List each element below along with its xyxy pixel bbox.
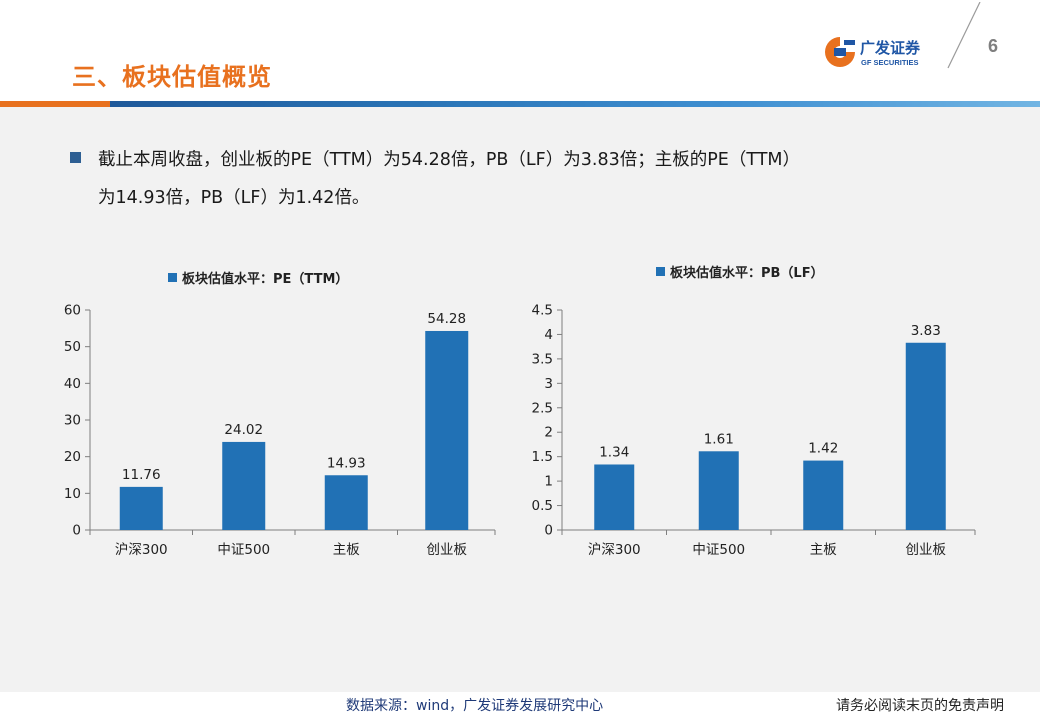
bar-value-label: 11.76 — [122, 467, 161, 483]
pb-legend-label: 板块估值水平：PB（LF） — [670, 266, 824, 281]
bar-3 — [905, 342, 946, 530]
bar-value-label: 14.93 — [327, 455, 366, 471]
logo-arc-orange-icon — [825, 37, 855, 67]
bar-0 — [594, 464, 635, 530]
x-category-label: 中证500 — [692, 542, 745, 558]
x-category-label: 主板 — [810, 542, 838, 558]
y-tick-label: 2 — [544, 425, 553, 441]
page-header: 三、板块估值概览 广发证券 GF SECURITIES 6 — [0, 0, 1040, 100]
y-tick-label: 50 — [64, 339, 81, 355]
disclaimer-note: 请务必阅读末页的免责声明 — [836, 698, 1004, 714]
pb-legend-swatch — [656, 267, 665, 276]
x-category-label: 中证500 — [217, 542, 270, 558]
bar-1 — [222, 441, 266, 530]
logo-center-icon — [834, 48, 846, 56]
y-tick-label: 30 — [64, 413, 81, 429]
header-divider-slash — [947, 2, 981, 69]
x-category-label: 创业板 — [906, 542, 947, 558]
y-tick-label: 60 — [64, 303, 81, 319]
bar-3 — [425, 330, 469, 530]
x-category-label: 创业板 — [427, 542, 468, 558]
data-source-note: 数据来源：wind，广发证券发展研究中心 — [346, 698, 604, 714]
y-tick-label: 40 — [64, 376, 81, 392]
logo-en-text: GF SECURITIES — [861, 58, 919, 67]
bar-2 — [324, 475, 368, 530]
summary-line-1: 截止本周收盘，创业板的PE（TTM）为54.28倍，PB（LF）为3.83倍；主… — [98, 150, 800, 170]
y-tick-label: 1.5 — [532, 449, 553, 465]
bullet-square-icon — [70, 152, 81, 163]
y-tick-label: 0 — [544, 523, 553, 539]
pe-legend-label: 板块估值水平：PE（TTM） — [182, 272, 349, 287]
y-tick-label: 4.5 — [532, 303, 553, 319]
x-category-label: 沪深300 — [115, 542, 168, 558]
bar-value-label: 1.61 — [704, 431, 734, 447]
bar-value-label: 3.83 — [911, 323, 941, 339]
y-tick-label: 0.5 — [532, 498, 553, 514]
header-rule-orange — [0, 101, 110, 107]
bar-value-label: 1.34 — [599, 444, 629, 460]
logo-bar-icon — [844, 40, 855, 45]
bar-value-label: 24.02 — [224, 422, 263, 438]
page-number: 6 — [988, 36, 999, 56]
pe-ttm-bar-chart: 0 10 20 30 40 50 60 11.76 沪深300 24.02 中证500 14.93 主板… — [64, 303, 496, 558]
pb-lf-bar-chart: 0 0.5 1 1.5 2 2.5 3 3.5 4 4.5 1.34 沪深300 1.61 中证500 1.… — [532, 303, 976, 558]
header-rule-blue — [0, 101, 1040, 107]
x-category-label: 主板 — [333, 542, 360, 558]
logo-brand-text: 广发证券 — [860, 39, 921, 57]
y-tick-label: 3 — [544, 376, 553, 392]
y-tick-label: 1 — [544, 474, 553, 490]
x-category-label: 沪深300 — [588, 542, 641, 558]
y-tick-label: 10 — [64, 486, 81, 502]
y-tick-label: 0 — [72, 523, 81, 539]
bar-0 — [119, 486, 163, 530]
bar-1 — [698, 451, 739, 530]
y-tick-label: 20 — [64, 449, 81, 465]
pe-legend-swatch — [168, 273, 177, 282]
bar-2 — [803, 460, 844, 530]
summary-line-2: 为14.93倍，PB（LF）为1.42倍。 — [98, 188, 370, 208]
gf-securities-logo: 广发证券 GF SECURITIES — [825, 37, 921, 67]
y-tick-label: 4 — [544, 327, 553, 343]
y-tick-label: 3.5 — [532, 351, 553, 367]
bar-value-label: 1.42 — [808, 441, 838, 457]
page-title: 三、板块估值概览 — [72, 63, 272, 91]
y-tick-label: 2.5 — [532, 400, 553, 416]
content-area — [0, 107, 1040, 692]
bar-value-label: 54.28 — [427, 311, 466, 327]
